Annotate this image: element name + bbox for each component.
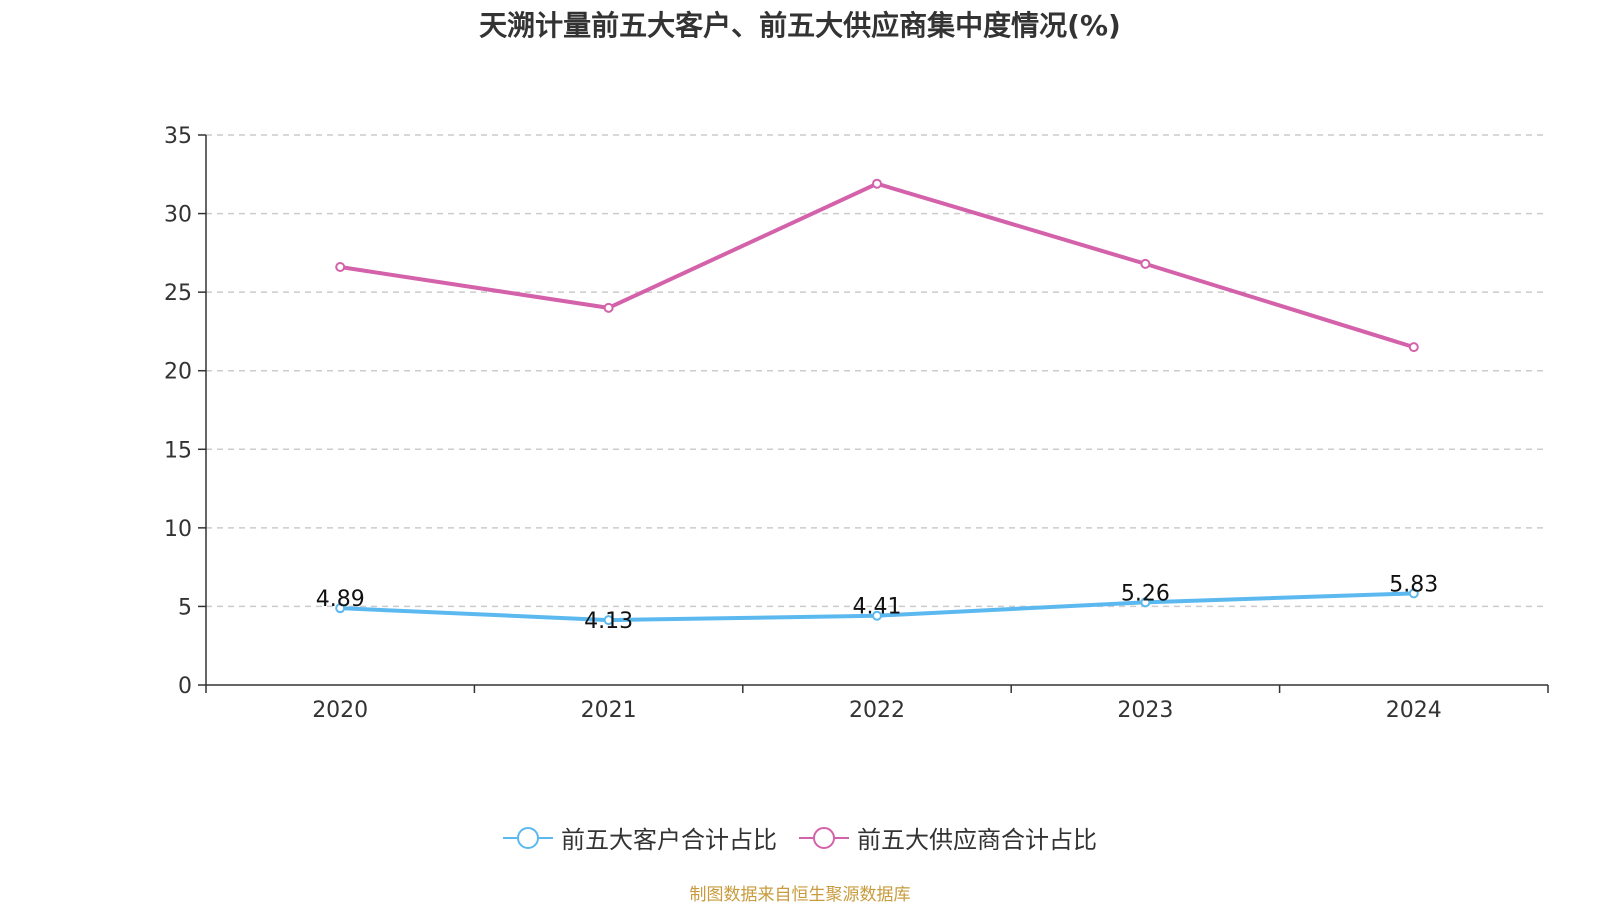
- legend-customers-circle-icon: [503, 826, 553, 849]
- point-0-2024: [1408, 588, 1419, 599]
- point-0-2021: [603, 615, 614, 626]
- x-tick-label-2021: 2021: [581, 698, 637, 723]
- data-label-0-2021: 4.13: [584, 609, 633, 634]
- point-0-2020: [335, 603, 346, 614]
- x-tick-label-2020: 2020: [312, 698, 368, 723]
- data-label-0-2022: 4.41: [853, 595, 902, 620]
- x-tick-label-2023: 2023: [1117, 698, 1173, 723]
- series-line-1: [339, 181, 1415, 350]
- grid-lines: [206, 134, 1548, 608]
- data-label-0-2023: 5.26: [1121, 581, 1170, 606]
- y-tick-label-20: 20: [164, 360, 192, 385]
- data-source-note: 制图数据来自恒生聚源数据库: [689, 885, 911, 905]
- series-lines: [335, 178, 1419, 626]
- y-tick-label-30: 30: [164, 203, 192, 228]
- legend-item-customers[interactable]: 前五大客户合计占比: [503, 820, 777, 855]
- legend-item-suppliers[interactable]: 前五大供应商合计占比: [799, 820, 1097, 855]
- y-tick-label-0: 0: [178, 674, 192, 699]
- x-tick-label-2022: 2022: [849, 698, 905, 723]
- y-tick-label-5: 5: [178, 595, 192, 620]
- data-label-0-2020: 4.89: [316, 587, 365, 612]
- y-tick-label-15: 15: [164, 438, 192, 463]
- data-labels: 4.89 4.13 4.41 5.26 5.83: [316, 572, 1439, 634]
- point-1-2023: [1140, 258, 1151, 269]
- chart-title: 天溯计量前五大客户、前五大供应商集中度情况(%): [479, 9, 1121, 42]
- point-1-2024: [1408, 342, 1419, 353]
- point-1-2022: [872, 178, 882, 189]
- point-0-2022: [872, 610, 882, 621]
- legend-suppliers-circle-icon: [799, 826, 849, 849]
- y-tick-label-10: 10: [164, 517, 192, 542]
- legend-label-suppliers: 前五大供应商合计占比: [857, 826, 1097, 854]
- point-1-2021: [603, 302, 614, 313]
- legend: 前五大客户合计占比 前五大供应商合计占比: [0, 820, 1600, 855]
- x-tick-label-2024: 2024: [1386, 698, 1442, 723]
- legend-label-customers: 前五大客户合计占比: [561, 826, 777, 854]
- axes: 0 5 10 15 20 25 30 35 2020 2021 2022 2023 2024: [164, 124, 1549, 723]
- y-tick-label-35: 35: [164, 124, 192, 149]
- y-tick-label-25: 25: [164, 281, 192, 306]
- point-0-2023: [1140, 597, 1151, 608]
- data-label-0-2024: 5.83: [1389, 572, 1438, 597]
- point-1-2020: [335, 262, 346, 272]
